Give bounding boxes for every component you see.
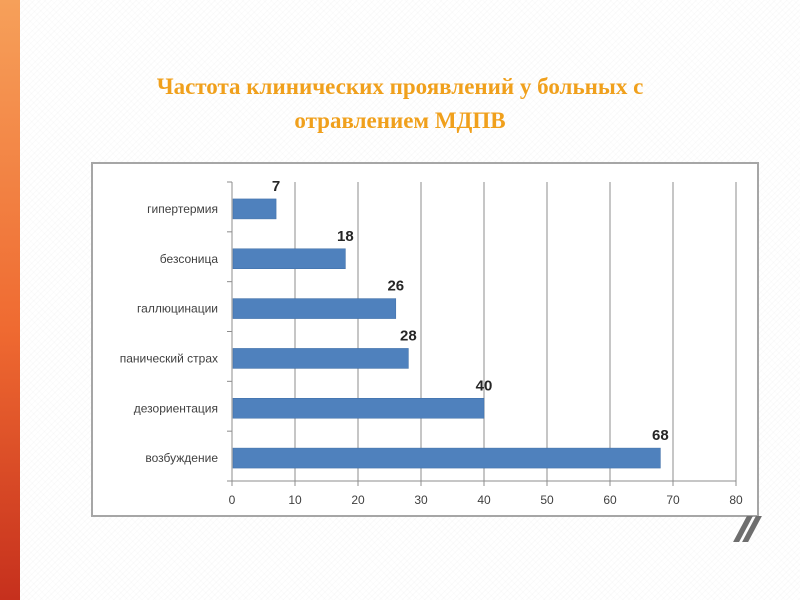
data-label: 40 xyxy=(476,377,493,394)
x-tick-label: 20 xyxy=(351,493,365,507)
axes xyxy=(227,181,737,486)
chart-frame: 0 10 20 30 40 50 60 70 80 гипертермия 7 безсоница 18… xyxy=(91,162,759,517)
data-label: 18 xyxy=(337,228,354,245)
x-tick-label: 40 xyxy=(477,493,491,507)
bar xyxy=(232,398,485,419)
x-tick-label: 80 xyxy=(729,493,743,507)
labels: 0 10 20 30 40 50 60 70 80 гипертермия 7 безсоница 18… xyxy=(120,178,743,507)
x-tick-label: 60 xyxy=(603,493,617,507)
x-tick-label: 70 xyxy=(666,493,680,507)
x-tick-label: 30 xyxy=(414,493,428,507)
category-label: безсоница xyxy=(160,252,219,266)
grid-lines xyxy=(294,182,737,481)
bar xyxy=(232,248,346,269)
data-label: 7 xyxy=(272,178,280,195)
bar xyxy=(232,348,409,369)
category-label: возбуждение xyxy=(145,451,218,465)
accent-side-bar xyxy=(0,0,20,600)
category-label: панический страх xyxy=(120,351,218,365)
category-label: галлюцинации xyxy=(137,302,218,316)
bar-chart: 0 10 20 30 40 50 60 70 80 гипертермия 7 безсоница 18… xyxy=(120,178,743,507)
bars xyxy=(232,198,661,469)
data-label: 68 xyxy=(652,427,669,444)
bar xyxy=(232,298,397,319)
x-tick-label: 0 xyxy=(229,493,236,507)
x-tick-label: 10 xyxy=(288,493,302,507)
bar xyxy=(232,447,661,469)
data-label: 28 xyxy=(400,327,417,344)
x-tick-label: 50 xyxy=(540,493,554,507)
category-label: дезориентация xyxy=(134,401,218,415)
bar xyxy=(232,198,277,220)
slide-title: Частота клинических проявлений у больных… xyxy=(156,74,644,133)
category-label: гипертермия xyxy=(147,202,218,216)
data-label: 26 xyxy=(387,278,404,295)
